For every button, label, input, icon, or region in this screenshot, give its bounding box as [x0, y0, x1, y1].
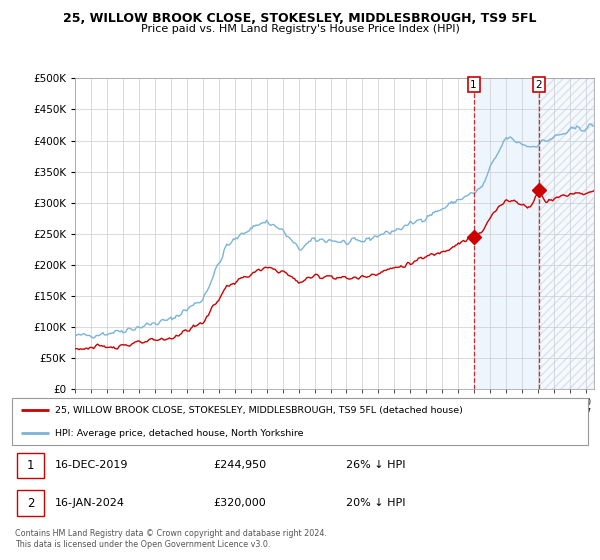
- Bar: [17, 452, 44, 478]
- Text: 20
27: 20 27: [581, 398, 591, 417]
- Text: 20
12: 20 12: [341, 398, 352, 417]
- Bar: [473, 78, 539, 389]
- Text: 20% ↓ HPI: 20% ↓ HPI: [346, 498, 406, 508]
- Text: 20
05: 20 05: [230, 398, 239, 417]
- Text: 20
08: 20 08: [278, 398, 287, 417]
- Text: 20
17: 20 17: [421, 398, 431, 417]
- Text: 1: 1: [470, 80, 477, 90]
- Text: 20
21: 20 21: [485, 398, 495, 417]
- Text: 20
07: 20 07: [262, 398, 272, 417]
- Text: 25, WILLOW BROOK CLOSE, STOKESLEY, MIDDLESBROUGH, TS9 5FL: 25, WILLOW BROOK CLOSE, STOKESLEY, MIDDL…: [63, 12, 537, 25]
- Text: 20
01: 20 01: [166, 398, 176, 417]
- Bar: [17, 491, 44, 516]
- Text: 20
19: 20 19: [453, 398, 463, 417]
- Text: 20
18: 20 18: [437, 398, 447, 417]
- Text: 26% ↓ HPI: 26% ↓ HPI: [346, 460, 406, 470]
- Text: 19
95: 19 95: [70, 398, 80, 417]
- Text: £244,950: £244,950: [214, 460, 267, 470]
- Text: 20
04: 20 04: [214, 398, 224, 417]
- Text: 19
98: 19 98: [118, 398, 128, 417]
- Text: 20
14: 20 14: [373, 398, 383, 417]
- Text: 19
97: 19 97: [102, 398, 112, 417]
- Text: 20
09: 20 09: [293, 398, 304, 417]
- Text: 20
02: 20 02: [182, 398, 192, 417]
- Text: 20
03: 20 03: [198, 398, 208, 417]
- Text: Price paid vs. HM Land Registry's House Price Index (HPI): Price paid vs. HM Land Registry's House …: [140, 24, 460, 34]
- Text: 20
20: 20 20: [469, 398, 479, 417]
- Text: 19
96: 19 96: [86, 398, 96, 417]
- Text: 16-JAN-2024: 16-JAN-2024: [55, 498, 125, 508]
- Text: HPI: Average price, detached house, North Yorkshire: HPI: Average price, detached house, Nort…: [55, 429, 304, 438]
- Text: £320,000: £320,000: [214, 498, 266, 508]
- Text: 20
10: 20 10: [310, 398, 320, 417]
- Text: 20
23: 20 23: [517, 398, 527, 417]
- Text: 20
22: 20 22: [501, 398, 511, 417]
- Text: 20
16: 20 16: [406, 398, 415, 417]
- Text: 20
13: 20 13: [358, 398, 367, 417]
- Text: 20
00: 20 00: [150, 398, 160, 417]
- Text: 16-DEC-2019: 16-DEC-2019: [55, 460, 128, 470]
- Text: 2: 2: [535, 80, 542, 90]
- Text: Contains HM Land Registry data © Crown copyright and database right 2024.
This d: Contains HM Land Registry data © Crown c…: [15, 529, 327, 549]
- Text: 20
15: 20 15: [389, 398, 400, 417]
- Bar: [539, 78, 594, 389]
- Text: 20
11: 20 11: [326, 398, 335, 417]
- Text: 20
26: 20 26: [565, 398, 575, 417]
- Text: 20
25: 20 25: [549, 398, 559, 417]
- Text: 20
06: 20 06: [245, 398, 256, 417]
- Text: 20
24: 20 24: [533, 398, 543, 417]
- Text: 25, WILLOW BROOK CLOSE, STOKESLEY, MIDDLESBROUGH, TS9 5FL (detached house): 25, WILLOW BROOK CLOSE, STOKESLEY, MIDDL…: [55, 406, 463, 415]
- Text: 19
99: 19 99: [134, 398, 144, 417]
- Text: 1: 1: [26, 459, 34, 472]
- Text: 2: 2: [26, 497, 34, 510]
